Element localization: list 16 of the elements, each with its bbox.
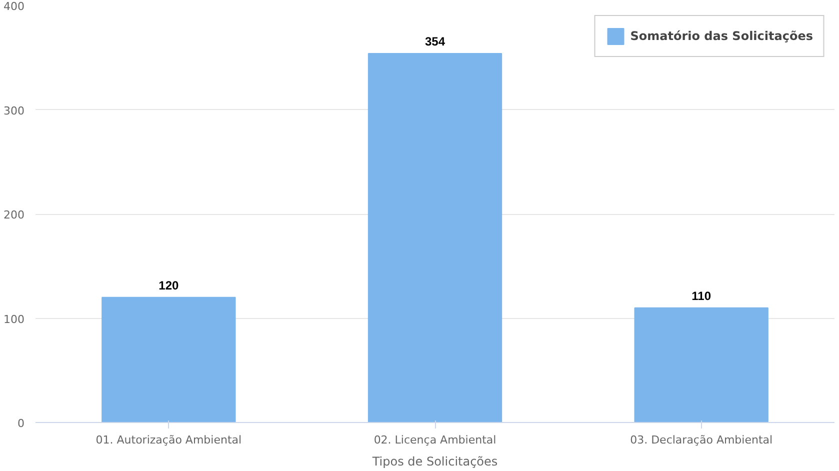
x-tick-label: 03. Declaração Ambiental — [630, 434, 773, 446]
x-axis-title: Tipos de Solicitações — [371, 454, 498, 468]
x-tick-label: 01. Autorização Ambiental — [96, 434, 242, 446]
bar — [634, 307, 768, 422]
y-tick-label: 300 — [4, 104, 25, 118]
bar — [102, 296, 236, 422]
data-label: 110 — [692, 288, 712, 303]
y-tick-label: 100 — [4, 312, 25, 326]
y-tick-label: 200 — [4, 208, 25, 222]
x-tick-label: 02. Licença Ambiental — [374, 434, 496, 446]
bar — [368, 52, 502, 422]
legend-label: Somatório das Solicitações — [630, 29, 813, 43]
y-tick-label: 0 — [18, 417, 24, 430]
y-tick-label: 400 — [4, 0, 25, 13]
data-label: 120 — [158, 278, 180, 292]
data-label: 354 — [424, 34, 446, 48]
